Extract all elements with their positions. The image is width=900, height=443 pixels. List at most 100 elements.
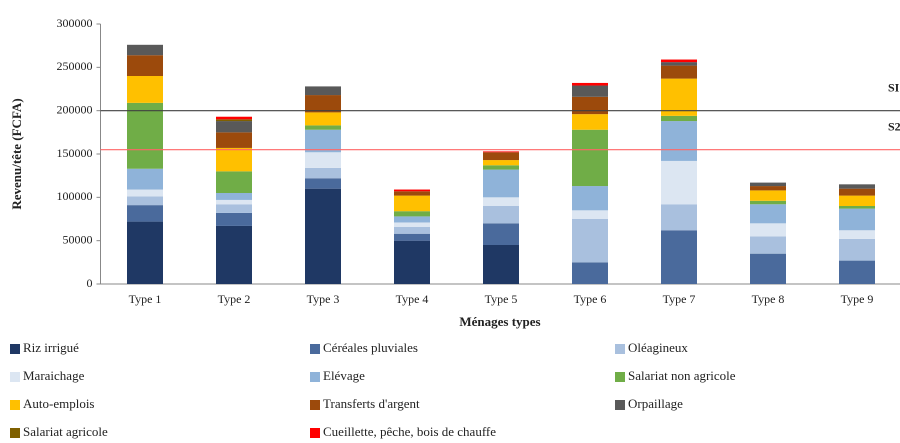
legend-label: Salariat non agricole xyxy=(628,368,736,383)
bar-segment xyxy=(483,245,519,284)
bar-segment xyxy=(572,85,608,97)
bar-segment xyxy=(750,190,786,201)
legend-swatch xyxy=(310,428,320,438)
bar-segment xyxy=(394,233,430,241)
bar-segment xyxy=(572,262,608,284)
bar-segment xyxy=(661,204,697,231)
bar-segment xyxy=(572,96,608,115)
bar-segment xyxy=(305,86,341,96)
bar-segment xyxy=(216,204,252,213)
x-tick-label: Type 9 xyxy=(841,292,874,306)
bar-segment xyxy=(127,196,163,206)
bar-segment xyxy=(750,200,786,205)
x-tick-label: Type 1 xyxy=(129,292,162,306)
legend-swatch xyxy=(10,400,20,410)
legend-label: Elévage xyxy=(323,368,365,383)
legend-swatch xyxy=(310,400,320,410)
legend-swatch xyxy=(10,344,20,354)
bar-segment xyxy=(127,102,163,169)
bar-segment xyxy=(839,238,875,261)
y-tick-label: 300000 xyxy=(57,16,93,30)
bar-segment xyxy=(661,65,697,79)
bar-segment xyxy=(661,59,697,63)
x-tick-label: Type 2 xyxy=(218,292,251,306)
x-tick-label: Type 4 xyxy=(396,292,429,306)
x-tick-label: Type 3 xyxy=(307,292,340,306)
bar-segment xyxy=(127,76,163,103)
bar-segment xyxy=(839,195,875,206)
bar-segment xyxy=(394,216,430,223)
bar-segment xyxy=(572,219,608,263)
legend-swatch xyxy=(10,428,20,438)
legend-label: Transferts d'argent xyxy=(323,396,420,411)
legend-label: Orpaillage xyxy=(628,396,683,411)
reference-label: S2 xyxy=(888,119,900,133)
x-tick-label: Type 6 xyxy=(574,292,607,306)
legend-label: Riz irrigué xyxy=(23,340,79,355)
bar-segment xyxy=(305,112,341,126)
bar-segment xyxy=(127,189,163,197)
y-tick-label: 200000 xyxy=(57,102,93,116)
bar-segment xyxy=(839,260,875,284)
y-tick-label: 150000 xyxy=(57,146,93,160)
bar-segment xyxy=(483,223,519,245)
bar-segment xyxy=(216,119,252,122)
legend-swatch xyxy=(615,400,625,410)
y-tick-label: 100000 xyxy=(57,189,93,203)
bar-segment xyxy=(305,167,341,179)
bar-segment xyxy=(661,160,697,205)
bar-segment xyxy=(127,44,163,56)
bar-segment xyxy=(661,230,697,284)
bar-segment xyxy=(394,240,430,284)
x-tick-label: Type 5 xyxy=(485,292,518,306)
legend-swatch xyxy=(10,372,20,382)
bar-segment xyxy=(572,114,608,130)
bar-segment xyxy=(572,210,608,219)
legend-label: Oléagineux xyxy=(628,340,688,355)
bar-segment xyxy=(483,165,519,170)
bar-segment xyxy=(661,62,697,66)
bar-segment xyxy=(216,121,252,133)
bar-segment xyxy=(216,116,252,120)
legend-label: Céréales pluviales xyxy=(323,340,418,355)
bar-segment xyxy=(483,151,519,153)
bar-segment xyxy=(483,160,519,166)
bar-segment xyxy=(483,197,519,206)
reference-label: SI xyxy=(888,80,900,94)
bar-segment xyxy=(750,253,786,284)
bar-segment xyxy=(305,178,341,189)
bar-segment xyxy=(572,186,608,211)
bar-segment xyxy=(572,82,608,86)
bar-segment xyxy=(661,115,697,122)
bar-segment xyxy=(750,223,786,237)
bar-segment xyxy=(839,184,875,189)
legend-swatch xyxy=(615,372,625,382)
x-tick-label: Type 7 xyxy=(663,292,696,306)
bar-segment xyxy=(305,152,341,168)
legend-swatch xyxy=(310,344,320,354)
bar-segment xyxy=(305,125,341,130)
bar-segment xyxy=(216,225,252,284)
legend-swatch xyxy=(310,372,320,382)
legend-swatch xyxy=(615,344,625,354)
bar-segment xyxy=(394,189,430,192)
bar-segment xyxy=(127,205,163,222)
bar-segment xyxy=(216,212,252,226)
bar-segment xyxy=(394,222,430,227)
bar-segment xyxy=(661,121,697,161)
bar-segment xyxy=(572,129,608,187)
x-axis-title: Ménages types xyxy=(459,314,540,329)
bar-segment xyxy=(394,211,430,217)
bar-segment xyxy=(839,230,875,239)
bar-segment xyxy=(483,152,519,161)
legend-label: Cueillette, pêche, bois de chauffe xyxy=(323,424,496,439)
y-tick-label: 0 xyxy=(87,276,93,290)
legend-label: Salariat agricole xyxy=(23,424,108,439)
bar-segment xyxy=(483,206,519,224)
bar-segment xyxy=(216,199,252,205)
y-tick-label: 50000 xyxy=(63,232,93,246)
bar-segment xyxy=(127,168,163,190)
y-tick-label: 250000 xyxy=(57,59,93,73)
y-axis-title: Revenu/tête (FCFA) xyxy=(9,98,24,209)
bar-segment xyxy=(127,221,163,284)
